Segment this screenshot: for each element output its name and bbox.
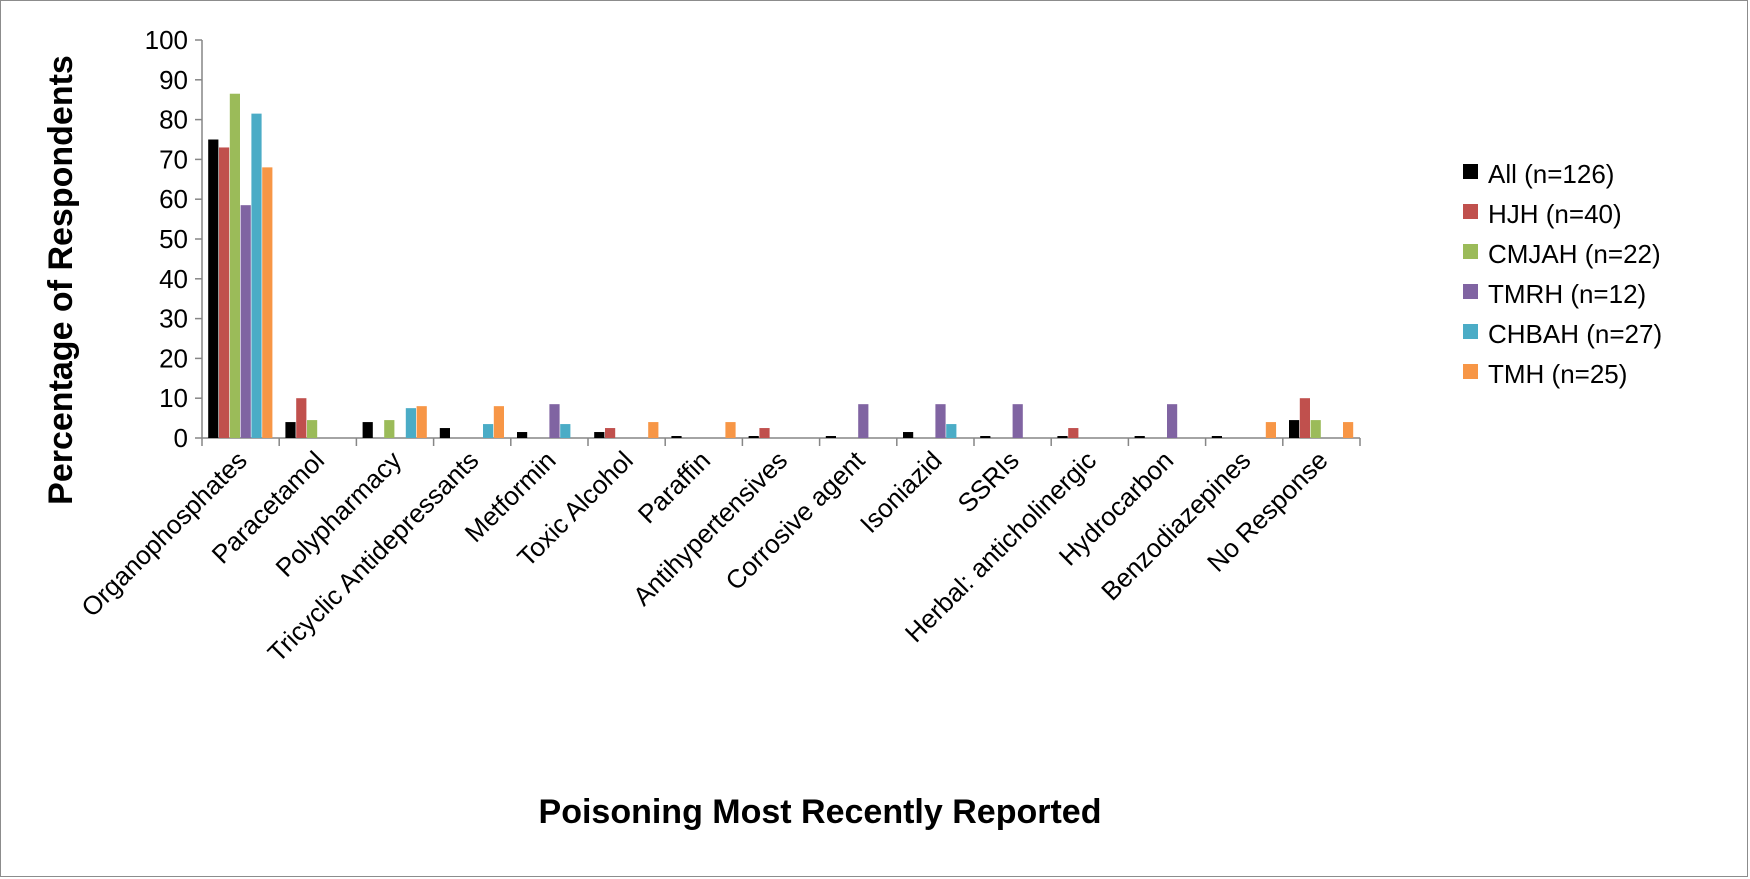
category-label: SSRIs xyxy=(952,445,1025,518)
bar xyxy=(671,436,682,438)
y-axis-title: Percentage of Respondents xyxy=(42,55,80,505)
legend-label: TMH (n=25) xyxy=(1488,359,1627,389)
bar xyxy=(1299,398,1310,438)
legend-swatch xyxy=(1463,244,1478,259)
bar xyxy=(1265,422,1276,438)
bar xyxy=(903,432,914,438)
y-tick-label: 100 xyxy=(145,25,188,55)
bar xyxy=(825,436,836,438)
series-3 xyxy=(240,205,1178,438)
bar xyxy=(1343,422,1354,438)
legend-swatch xyxy=(1463,364,1478,379)
legend-item: CHBAH (n=27) xyxy=(1463,319,1662,349)
bar xyxy=(416,406,427,438)
legend-swatch xyxy=(1463,284,1478,299)
bar xyxy=(240,205,251,438)
bar xyxy=(439,428,450,438)
bar xyxy=(262,167,273,439)
bar xyxy=(935,404,946,438)
y-tick-label: 40 xyxy=(159,264,188,294)
bar xyxy=(1057,436,1068,438)
y-axis: 0 10 20 30 40 50 60 70 80 90 100 xyxy=(145,25,203,453)
category-labels: OrganophosphatesParacetamolPolypharmacyT… xyxy=(75,444,1333,667)
bar xyxy=(759,428,770,438)
x-axis xyxy=(201,437,1361,446)
x-axis-title: Poisoning Most Recently Reported xyxy=(539,793,1102,831)
legend-label: All (n=126) xyxy=(1488,159,1614,189)
y-tick-label: 0 xyxy=(174,423,188,453)
series-4 xyxy=(251,113,957,438)
bar xyxy=(229,93,240,438)
y-tick-label: 80 xyxy=(159,105,188,135)
legend-item: CMJAH (n=22) xyxy=(1463,239,1661,269)
bar xyxy=(251,113,262,438)
category-label: Corrosive agent xyxy=(719,444,871,596)
bar xyxy=(285,422,296,438)
y-tick-label: 50 xyxy=(159,224,188,254)
legend-item: TMH (n=25) xyxy=(1463,359,1627,389)
y-tick-label: 70 xyxy=(159,144,188,174)
legend-swatch xyxy=(1463,204,1478,219)
bar xyxy=(493,406,504,438)
y-tick-label: 90 xyxy=(159,65,188,95)
bar xyxy=(307,420,318,438)
bar xyxy=(858,404,869,438)
bar xyxy=(549,404,560,438)
category-label: Isoniazid xyxy=(854,445,948,539)
legend: All (n=126) HJH (n=40) CMJAH (n=22) TMRH (n… xyxy=(1463,159,1662,389)
bar xyxy=(219,147,230,438)
bar xyxy=(1167,404,1178,438)
legend-item: All (n=126) xyxy=(1463,159,1614,189)
legend-label: TMRH (n=12) xyxy=(1488,279,1646,309)
bar xyxy=(296,398,307,438)
bar xyxy=(1012,404,1023,438)
series-1 xyxy=(219,147,1310,438)
series-2 xyxy=(229,93,1321,438)
series-0 xyxy=(208,139,1300,438)
y-tick-label: 20 xyxy=(159,343,188,373)
bar-series-group xyxy=(208,93,1354,439)
bar xyxy=(560,424,571,438)
y-tick-label: 10 xyxy=(159,383,188,413)
y-tick-label: 30 xyxy=(159,304,188,334)
bar xyxy=(946,424,957,438)
bar xyxy=(605,428,616,438)
legend-item: HJH (n=40) xyxy=(1463,199,1622,229)
bar xyxy=(384,420,395,438)
bar xyxy=(1134,436,1145,438)
y-tick-label: 60 xyxy=(159,184,188,214)
legend-item: TMRH (n=12) xyxy=(1463,279,1646,309)
bar xyxy=(208,139,219,438)
series-5 xyxy=(262,167,1354,439)
bar xyxy=(405,408,416,438)
bar xyxy=(1310,420,1321,438)
bar xyxy=(648,422,659,438)
bar xyxy=(362,422,373,438)
bar xyxy=(980,436,991,438)
bar xyxy=(1068,428,1079,438)
bar xyxy=(483,424,494,438)
legend-swatch xyxy=(1463,324,1478,339)
bar xyxy=(1289,420,1300,438)
bar xyxy=(748,436,759,438)
legend-swatch xyxy=(1463,164,1478,179)
bar xyxy=(725,422,736,438)
bar xyxy=(1211,436,1222,438)
legend-label: CMJAH (n=22) xyxy=(1488,239,1661,269)
bar xyxy=(517,432,528,438)
bar xyxy=(594,432,605,438)
legend-label: HJH (n=40) xyxy=(1488,199,1622,229)
legend-label: CHBAH (n=27) xyxy=(1488,319,1662,349)
